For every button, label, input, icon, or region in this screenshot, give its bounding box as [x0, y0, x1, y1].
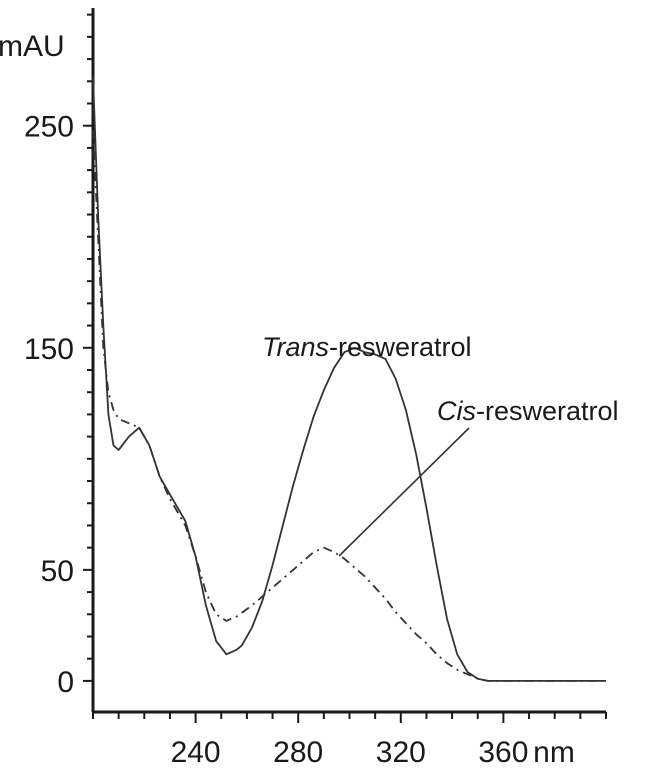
x-tick-label: 360 — [478, 736, 528, 768]
cis-resweratrol-arrow — [338, 427, 470, 557]
y-tick-label: 50 — [41, 555, 74, 588]
y-tick-labels: 0 50 150 250 — [24, 111, 74, 699]
cis-resweratrol-label-prefix: Cis — [437, 396, 476, 426]
y-tick-label: 150 — [24, 333, 74, 366]
x-tick-labels: 240 280 320 360 — [171, 736, 529, 768]
x-tick-label: 320 — [376, 736, 426, 768]
x-axis-unit-label: nm — [533, 736, 575, 768]
minor-ticks — [83, 13, 607, 723]
cis-resweratrol-label-suffix: -resweratrol — [476, 396, 619, 426]
x-tick-label: 240 — [171, 736, 221, 768]
trans-resweratrol-label-suffix: -resweratrol — [329, 332, 472, 362]
cis-resweratrol-curve — [92, 130, 606, 682]
y-tick-label: 250 — [24, 111, 74, 144]
cis-resweratrol-label: Cis-resweratrol — [437, 396, 619, 426]
curves — [92, 76, 606, 682]
y-axis-unit-label: mAU — [0, 30, 65, 63]
trans-resweratrol-curve — [92, 76, 606, 682]
trans-resweratrol-label-prefix: Trans — [262, 332, 329, 362]
x-tick-label: 280 — [273, 736, 323, 768]
y-tick-label: 0 — [57, 666, 74, 699]
trans-resweratrol-label: Trans-resweratrol — [262, 332, 472, 362]
